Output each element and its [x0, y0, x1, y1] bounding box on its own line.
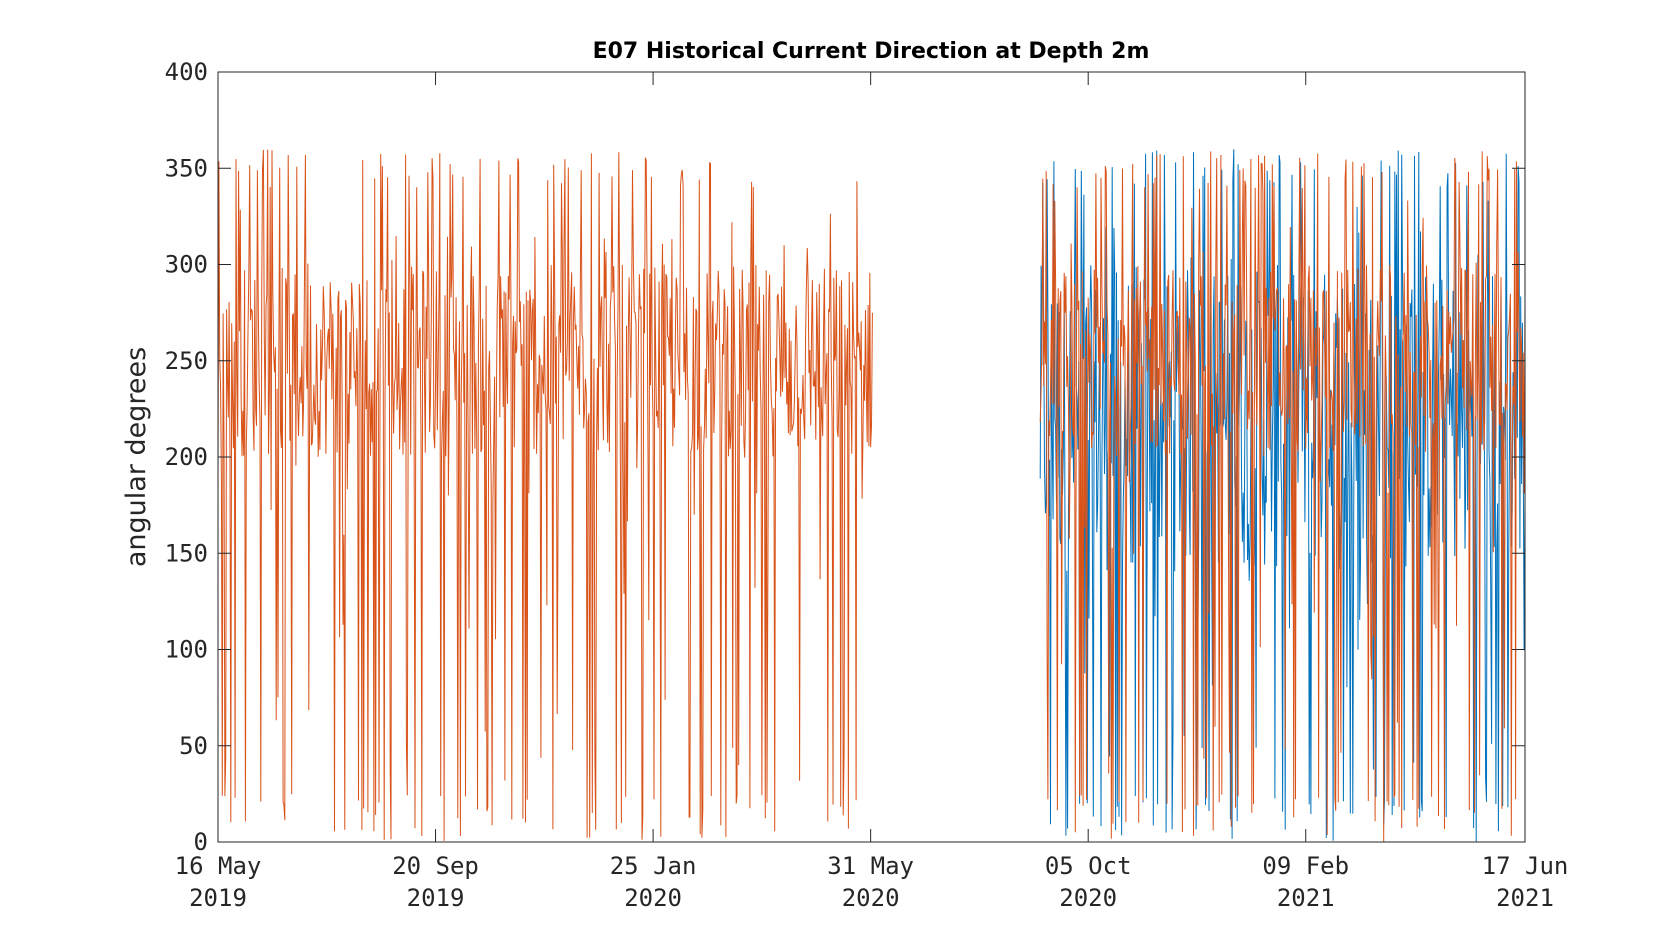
y-tick-label: 400	[165, 58, 208, 86]
x-tick-year-label: 2021	[1496, 884, 1554, 912]
y-tick-label: 300	[165, 251, 208, 279]
y-tick-label: 250	[165, 347, 208, 375]
series-2-line-segment-1	[217, 149, 873, 841]
x-tick-year-label: 2020	[624, 884, 682, 912]
series-1-line-segment-1	[1039, 149, 1526, 842]
series-1	[1039, 149, 1526, 842]
x-tick-label: 20 Sep	[392, 852, 479, 880]
series-layer	[217, 149, 1526, 842]
x-tick-label: 31 May	[827, 852, 914, 880]
axes-layer: 0 50 100 150 200 250 300 350 400 16 May 2019 20 Sep…	[165, 58, 1569, 912]
y-tick-label: 200	[165, 443, 208, 471]
x-tick-year-label: 2020	[1059, 884, 1117, 912]
series-2	[217, 149, 1526, 842]
chart-title: E07 Historical Current Direction at Dept…	[593, 39, 1150, 64]
x-tick-label: 09 Feb	[1262, 852, 1349, 880]
series-2-line-segment-2	[1039, 151, 1526, 842]
plot-area	[218, 72, 1525, 842]
x-tick-year-label: 2019	[189, 884, 247, 912]
y-tick-label: 150	[165, 539, 208, 567]
y-axis-label: angular degrees	[121, 347, 152, 567]
x-tick-label: 05 Oct	[1045, 852, 1132, 880]
y-tick-label: 0	[194, 828, 208, 856]
x-tick-label: 25 Jan	[610, 852, 697, 880]
x-tick-label: 16 May	[175, 852, 262, 880]
x-tick-year-label: 2019	[407, 884, 465, 912]
x-tick-year-label: 2021	[1277, 884, 1335, 912]
y-tick-label: 100	[165, 636, 208, 664]
x-tick-label: 17 Jun	[1482, 852, 1569, 880]
y-tick-label: 350	[165, 154, 208, 182]
x-tick-year-label: 2020	[842, 884, 900, 912]
y-tick-label: 50	[179, 732, 208, 760]
